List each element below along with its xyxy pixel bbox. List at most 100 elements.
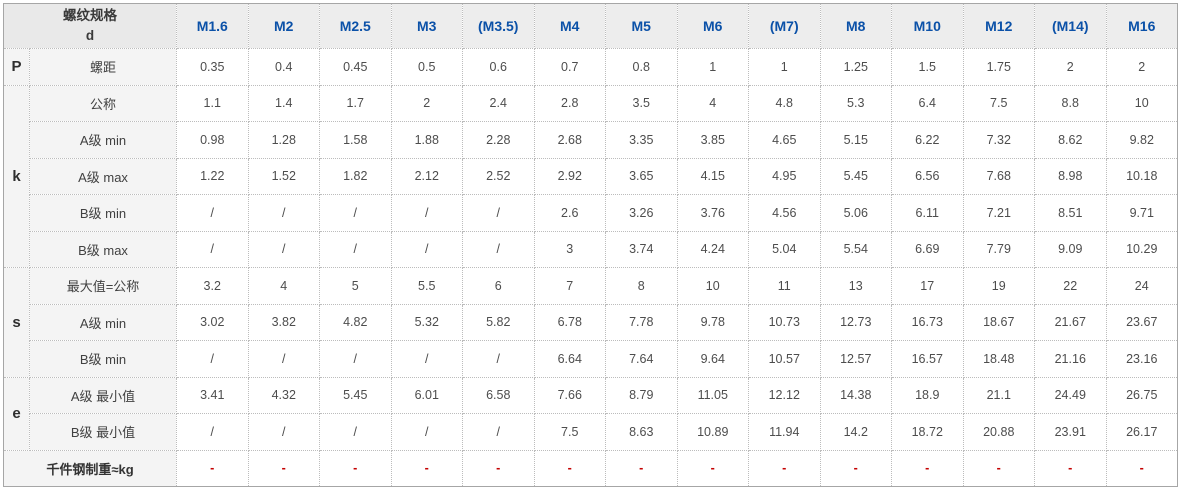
cell-value: - <box>533 449 606 487</box>
cell-value: 18.48 <box>962 340 1035 378</box>
cell-value: 12.73 <box>819 303 892 341</box>
cell-value: 1.28 <box>247 121 320 159</box>
cell-value: 6.64 <box>533 340 606 378</box>
cell-value: 10.89 <box>676 413 749 451</box>
column-header-m6: M6 <box>676 3 749 49</box>
cell-value: 9.09 <box>1034 230 1107 268</box>
cell-value: 2.92 <box>533 157 606 195</box>
cell-value: / <box>176 230 249 268</box>
cell-value: 1.52 <box>247 157 320 195</box>
cell-value: 1.1 <box>176 84 249 122</box>
table-row: B级 max / / / //3 3.74 4.24 5.04 5.54 6.69 7.79 9.09… <box>4 230 1178 268</box>
cell-value: - <box>605 449 678 487</box>
cell-value: 5.45 <box>819 157 892 195</box>
cell-value: 12.12 <box>748 376 821 414</box>
group-letter-k: k <box>3 84 30 268</box>
cell-value: 24 <box>1105 267 1178 305</box>
cell-value: / <box>176 194 249 232</box>
cell-value: 7.5 <box>962 84 1035 122</box>
cell-value: 5.04 <box>748 230 821 268</box>
cell-value: 4 <box>676 84 749 122</box>
cell-value: 4.8 <box>748 84 821 122</box>
cell-value: 6.56 <box>891 157 964 195</box>
cell-value: 0.35 <box>176 48 249 86</box>
cell-value: 1.22 <box>176 157 249 195</box>
cell-value: 6 <box>462 267 535 305</box>
cell-value: 11.05 <box>676 376 749 414</box>
row-label: 最大值=公称 <box>29 267 177 305</box>
cell-value: / <box>462 230 535 268</box>
cell-value: 8.63 <box>605 413 678 451</box>
column-header-m10: M10 <box>891 3 964 49</box>
cell-value: 8.8 <box>1034 84 1107 122</box>
cell-value: - <box>819 449 892 487</box>
cell-value: - <box>319 449 392 487</box>
cell-value: 7.21 <box>962 194 1035 232</box>
table-row: B级 min / / / //6.64 7.64 9.64 10.57 12.57 16.57 18… <box>4 340 1178 378</box>
header-row: 螺纹规格 d M1.6 M2 M2.5 M3 (M3.5) M4 M5 M6 (M7) M8 M10… <box>3 3 1178 49</box>
column-header-m2.5: M2.5 <box>319 3 392 49</box>
cell-value: 22 <box>1034 267 1107 305</box>
cell-value: 4.95 <box>748 157 821 195</box>
cell-value: 0.4 <box>247 48 320 86</box>
cell-value: 8.62 <box>1034 121 1107 159</box>
cell-value: / <box>247 194 320 232</box>
cell-value: 1 <box>676 48 749 86</box>
column-header-m12: M12 <box>962 3 1035 49</box>
table-row: A级 min 0.98 1.28 1.58 1.88 2.28 2.68 3.35 3.85 4.… <box>4 121 1178 159</box>
table-row: B级 min / / / //2.6 3.26 3.76 4.56 5.06 6.11 7.21 8.… <box>4 194 1178 232</box>
cell-value: - <box>676 449 749 487</box>
cell-value: 1 <box>748 48 821 86</box>
cell-value: 2.68 <box>533 121 606 159</box>
cell-value: 23.67 <box>1105 303 1178 341</box>
cell-value: 23.16 <box>1105 340 1178 378</box>
cell-value: 7.79 <box>962 230 1035 268</box>
cell-value: 11.94 <box>748 413 821 451</box>
cell-value: 10.73 <box>748 303 821 341</box>
cell-value: 0.8 <box>605 48 678 86</box>
cell-value: 9.82 <box>1105 121 1178 159</box>
cell-value: 6.78 <box>533 303 606 341</box>
cell-value: 12.57 <box>819 340 892 378</box>
table-row: B级 最小值 / / / //7.5 8.63 10.89 11.94 14.2 18.72 20.… <box>4 413 1178 451</box>
cell-value: 14.2 <box>819 413 892 451</box>
cell-value: 23.91 <box>1034 413 1107 451</box>
cell-value: 6.69 <box>891 230 964 268</box>
cell-value: 26.17 <box>1105 413 1178 451</box>
cell-value: 5.15 <box>819 121 892 159</box>
cell-value: 16.57 <box>891 340 964 378</box>
group-letter-e: e <box>3 376 30 451</box>
table-header: 螺纹规格 d M1.6 M2 M2.5 M3 (M3.5) M4 M5 M6 (M7) M8 M10… <box>3 3 1178 49</box>
cell-value: 9.64 <box>676 340 749 378</box>
cell-value: 10.18 <box>1105 157 1178 195</box>
cell-value: 1.4 <box>247 84 320 122</box>
cell-value: 5.45 <box>319 376 392 414</box>
cell-value: 0.7 <box>533 48 606 86</box>
cell-value: 4.56 <box>748 194 821 232</box>
cell-value: 5.82 <box>462 303 535 341</box>
cell-value: / <box>247 413 320 451</box>
cell-value: 1.25 <box>819 48 892 86</box>
cell-value: / <box>319 340 392 378</box>
cell-value: 6.58 <box>462 376 535 414</box>
cell-value: 8.98 <box>1034 157 1107 195</box>
table-row: e A级 最小值 3.41 4.32 5.45 6.01 6.58 7.66 8.79 11.05… <box>3 376 1178 451</box>
column-header-m14: (M14) <box>1034 3 1107 49</box>
cell-value: / <box>319 413 392 451</box>
cell-value: 1.7 <box>319 84 392 122</box>
column-header-m7: (M7) <box>748 3 821 49</box>
cell-value: 9.78 <box>676 303 749 341</box>
cell-value: 3.2 <box>176 267 249 305</box>
cell-value: 3.02 <box>176 303 249 341</box>
corner-header: 螺纹规格 d <box>3 3 177 49</box>
cell-value: - <box>462 449 535 487</box>
cell-value: 10 <box>676 267 749 305</box>
row-label: B级 min <box>29 194 177 232</box>
cell-value: 6.22 <box>891 121 964 159</box>
row-label: 螺距 <box>29 48 177 86</box>
group-letter-P: P <box>3 48 30 86</box>
cell-value: / <box>390 230 463 268</box>
cell-value: - <box>1034 449 1107 487</box>
cell-value: 18.9 <box>891 376 964 414</box>
column-header-m3.5: (M3.5) <box>462 3 535 49</box>
